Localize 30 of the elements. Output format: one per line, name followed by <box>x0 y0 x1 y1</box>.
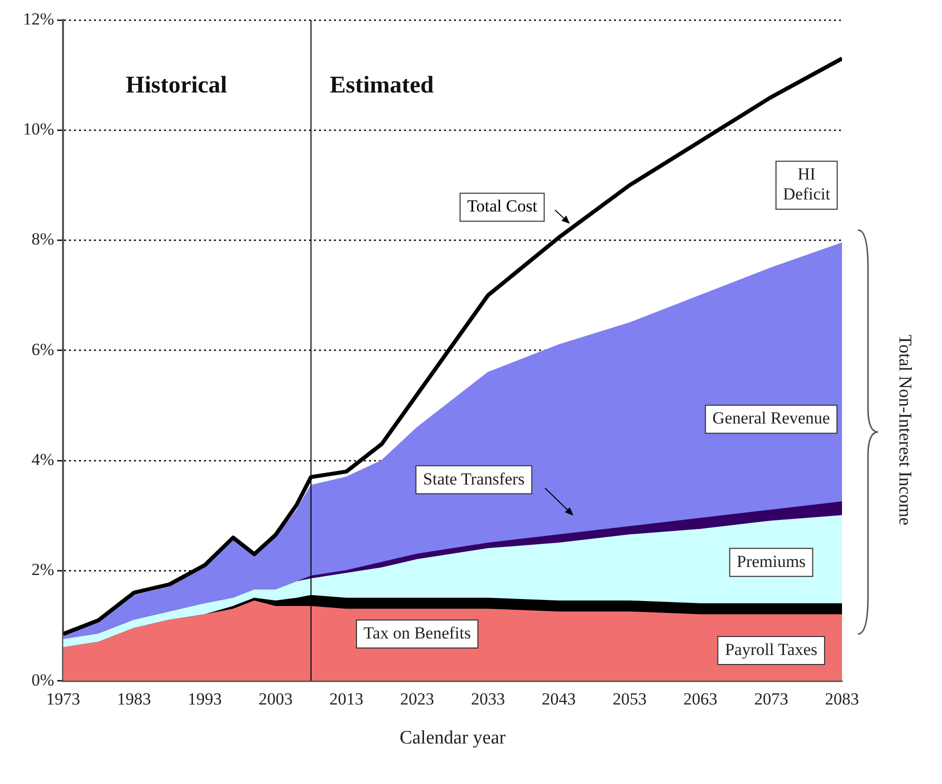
y-tick-label: 10% <box>22 120 54 139</box>
series-label: Tax on Benefits <box>363 623 471 642</box>
x-tick-label: 2003 <box>258 689 293 708</box>
x-tick-label: 1973 <box>46 689 80 708</box>
y-tick-label: 6% <box>31 340 54 359</box>
x-tick-label: 1993 <box>188 689 222 708</box>
series-label: Premiums <box>736 552 806 571</box>
text: Total Non-Interest Income <box>894 334 916 526</box>
x-tick-label: 2043 <box>542 689 576 708</box>
annotation: HI Deficit <box>782 164 830 204</box>
x-tick-label: 2033 <box>470 689 505 708</box>
x-axis-title: Calendar year <box>400 728 506 749</box>
annotation: Estimated <box>330 72 434 98</box>
x-tick-label: 2053 <box>612 689 647 708</box>
y-tick-label: 4% <box>31 450 54 469</box>
x-tick-label: 2013 <box>329 689 364 708</box>
y-tick-label: 2% <box>31 560 54 580</box>
text: State Transfers <box>423 469 525 488</box>
x-tick-label: 2023 <box>400 689 434 708</box>
legend-label: Total Cost <box>467 196 538 216</box>
x-tick-label: 2073 <box>754 689 788 708</box>
x-tick-label: 1983 <box>116 689 151 708</box>
y-tick-label: 12% <box>22 9 54 28</box>
series-label: General Revenue <box>712 408 830 428</box>
x-tick-label: 2063 <box>683 689 718 708</box>
series-label: Payroll Taxes <box>724 640 818 659</box>
x-tick-label: 2083 <box>825 689 859 708</box>
y-tick-label: 8% <box>31 230 54 249</box>
annotation: Historical <box>126 72 228 98</box>
y-tick-label: 0% <box>31 670 54 690</box>
